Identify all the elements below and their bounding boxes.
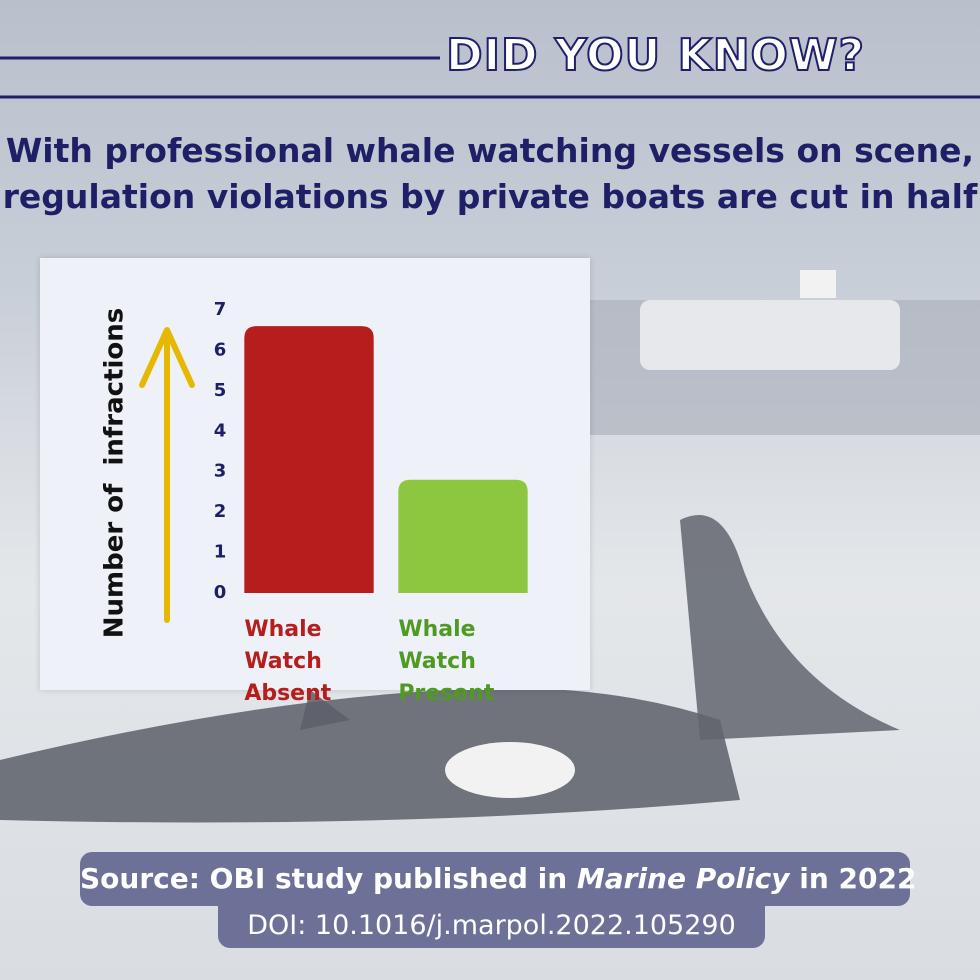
source-text: Source: OBI study published in [80, 862, 577, 895]
y-tick-label: 2 [214, 501, 227, 522]
y-tick-label: 4 [214, 420, 227, 441]
x-tick-label: Whale Watch Present [398, 617, 495, 706]
y-tick-label: 3 [214, 461, 227, 482]
source-text: in 2022 [789, 862, 917, 895]
headline-line: regulation violations by private boats a… [2, 177, 978, 216]
y-tick-label: 1 [214, 542, 227, 563]
bar [244, 326, 374, 593]
y-axis-label: Number of infractions [100, 308, 130, 638]
y-tick-label: 7 [214, 299, 227, 320]
headline: With professional whale watching vessels… [0, 128, 980, 220]
headline-line: With professional whale watching vessels… [5, 131, 975, 170]
y-tick-label: 0 [214, 582, 227, 603]
doi: DOI: 10.1016/j.marpol.2022.105290 [218, 906, 765, 948]
header-title: DID YOU KNOW? [445, 29, 865, 82]
journal: Marine Policy [576, 862, 790, 895]
y-tick-label: 5 [214, 380, 227, 401]
bar [398, 479, 528, 593]
x-tick-label: Whale Watch Absent [244, 617, 332, 706]
y-tick-label: 6 [214, 339, 227, 360]
source: Source: OBI study published in Marine Po… [80, 852, 917, 906]
